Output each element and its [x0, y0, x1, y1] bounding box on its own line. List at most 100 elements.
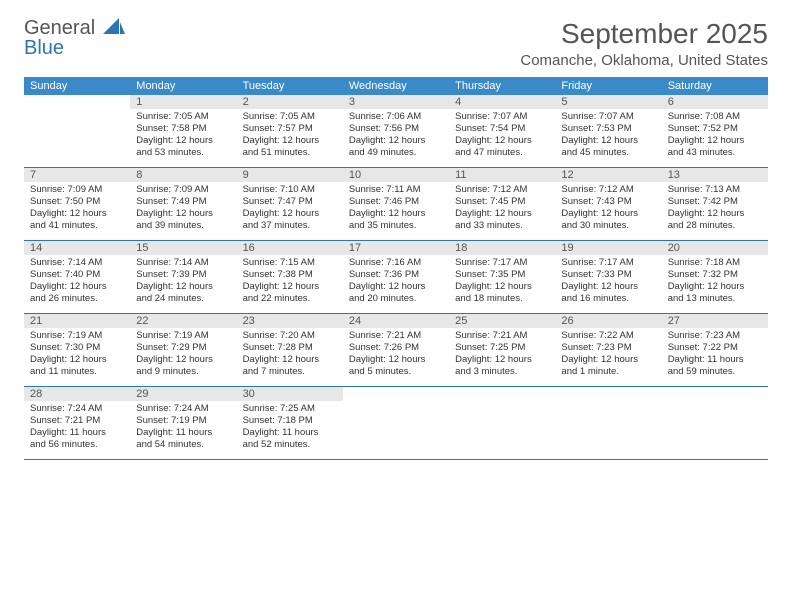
- day-details: Sunrise: 7:14 AMSunset: 7:40 PMDaylight:…: [24, 255, 130, 313]
- sunrise-text: Sunrise: 7:05 AM: [243, 111, 337, 123]
- day-number: 28: [24, 387, 130, 401]
- daylight-text: Daylight: 12 hours and 24 minutes.: [136, 281, 230, 305]
- day-number: 6: [662, 95, 768, 109]
- calendar-day-cell: 18Sunrise: 7:17 AMSunset: 7:35 PMDayligh…: [449, 241, 555, 314]
- daylight-text: Daylight: 12 hours and 7 minutes.: [243, 354, 337, 378]
- day-number: 13: [662, 168, 768, 182]
- calendar-day-cell: 17Sunrise: 7:16 AMSunset: 7:36 PMDayligh…: [343, 241, 449, 314]
- daylight-text: Daylight: 12 hours and 41 minutes.: [30, 208, 124, 232]
- daylight-text: Daylight: 12 hours and 11 minutes.: [30, 354, 124, 378]
- sunrise-text: Sunrise: 7:09 AM: [136, 184, 230, 196]
- sunset-text: Sunset: 7:33 PM: [561, 269, 655, 281]
- day-details: Sunrise: 7:14 AMSunset: 7:39 PMDaylight:…: [130, 255, 236, 313]
- day-details: Sunrise: 7:15 AMSunset: 7:38 PMDaylight:…: [237, 255, 343, 313]
- sunrise-text: Sunrise: 7:10 AM: [243, 184, 337, 196]
- day-number: 16: [237, 241, 343, 255]
- day-number: 19: [555, 241, 661, 255]
- calendar-day-cell: .: [662, 387, 768, 460]
- daylight-text: Daylight: 12 hours and 30 minutes.: [561, 208, 655, 232]
- day-number: 3: [343, 95, 449, 109]
- calendar-day-cell: 24Sunrise: 7:21 AMSunset: 7:26 PMDayligh…: [343, 314, 449, 387]
- sunset-text: Sunset: 7:57 PM: [243, 123, 337, 135]
- day-number: 12: [555, 168, 661, 182]
- day-number: 5: [555, 95, 661, 109]
- daylight-text: Daylight: 11 hours and 54 minutes.: [136, 427, 230, 451]
- daylight-text: Daylight: 12 hours and 35 minutes.: [349, 208, 443, 232]
- day-number: 18: [449, 241, 555, 255]
- sunrise-text: Sunrise: 7:19 AM: [30, 330, 124, 342]
- calendar-day-cell: 5Sunrise: 7:07 AMSunset: 7:53 PMDaylight…: [555, 95, 661, 168]
- sunrise-text: Sunrise: 7:16 AM: [349, 257, 443, 269]
- day-number: 10: [343, 168, 449, 182]
- calendar-week-row: .1Sunrise: 7:05 AMSunset: 7:58 PMDayligh…: [24, 95, 768, 168]
- title-block: September 2025 Comanche, Oklahoma, Unite…: [520, 18, 768, 69]
- sunrise-text: Sunrise: 7:14 AM: [30, 257, 124, 269]
- weekday-header: Monday: [130, 77, 236, 95]
- sunset-text: Sunset: 7:29 PM: [136, 342, 230, 354]
- sunset-text: Sunset: 7:50 PM: [30, 196, 124, 208]
- calendar-day-cell: .: [555, 387, 661, 460]
- sunrise-text: Sunrise: 7:23 AM: [668, 330, 762, 342]
- sunset-text: Sunset: 7:35 PM: [455, 269, 549, 281]
- sunset-text: Sunset: 7:38 PM: [243, 269, 337, 281]
- day-details: Sunrise: 7:24 AMSunset: 7:21 PMDaylight:…: [24, 401, 130, 459]
- daylight-text: Daylight: 12 hours and 39 minutes.: [136, 208, 230, 232]
- calendar-day-cell: 15Sunrise: 7:14 AMSunset: 7:39 PMDayligh…: [130, 241, 236, 314]
- calendar-day-cell: 10Sunrise: 7:11 AMSunset: 7:46 PMDayligh…: [343, 168, 449, 241]
- sunset-text: Sunset: 7:32 PM: [668, 269, 762, 281]
- daylight-text: Daylight: 12 hours and 13 minutes.: [668, 281, 762, 305]
- sunrise-text: Sunrise: 7:18 AM: [668, 257, 762, 269]
- daylight-text: Daylight: 12 hours and 33 minutes.: [455, 208, 549, 232]
- sunset-text: Sunset: 7:40 PM: [30, 269, 124, 281]
- calendar-day-cell: 22Sunrise: 7:19 AMSunset: 7:29 PMDayligh…: [130, 314, 236, 387]
- calendar-day-cell: 26Sunrise: 7:22 AMSunset: 7:23 PMDayligh…: [555, 314, 661, 387]
- sunset-text: Sunset: 7:21 PM: [30, 415, 124, 427]
- daylight-text: Daylight: 11 hours and 52 minutes.: [243, 427, 337, 451]
- day-details: Sunrise: 7:11 AMSunset: 7:46 PMDaylight:…: [343, 182, 449, 240]
- sunset-text: Sunset: 7:54 PM: [455, 123, 549, 135]
- sunrise-text: Sunrise: 7:24 AM: [136, 403, 230, 415]
- sunset-text: Sunset: 7:19 PM: [136, 415, 230, 427]
- day-details: Sunrise: 7:18 AMSunset: 7:32 PMDaylight:…: [662, 255, 768, 313]
- sunrise-text: Sunrise: 7:17 AM: [455, 257, 549, 269]
- day-details: Sunrise: 7:07 AMSunset: 7:54 PMDaylight:…: [449, 109, 555, 167]
- sunset-text: Sunset: 7:23 PM: [561, 342, 655, 354]
- daylight-text: Daylight: 12 hours and 51 minutes.: [243, 135, 337, 159]
- day-details: Sunrise: 7:16 AMSunset: 7:36 PMDaylight:…: [343, 255, 449, 313]
- day-number: 1: [130, 95, 236, 109]
- sunrise-text: Sunrise: 7:17 AM: [561, 257, 655, 269]
- daylight-text: Daylight: 12 hours and 1 minute.: [561, 354, 655, 378]
- calendar-day-cell: 8Sunrise: 7:09 AMSunset: 7:49 PMDaylight…: [130, 168, 236, 241]
- sunrise-text: Sunrise: 7:13 AM: [668, 184, 762, 196]
- day-details: Sunrise: 7:24 AMSunset: 7:19 PMDaylight:…: [130, 401, 236, 459]
- day-number: 25: [449, 314, 555, 328]
- calendar-day-cell: .: [24, 95, 130, 168]
- day-number: 26: [555, 314, 661, 328]
- daylight-text: Daylight: 12 hours and 5 minutes.: [349, 354, 443, 378]
- day-details: Sunrise: 7:12 AMSunset: 7:45 PMDaylight:…: [449, 182, 555, 240]
- sunset-text: Sunset: 7:45 PM: [455, 196, 549, 208]
- day-details: Sunrise: 7:23 AMSunset: 7:22 PMDaylight:…: [662, 328, 768, 386]
- calendar-day-cell: 4Sunrise: 7:07 AMSunset: 7:54 PMDaylight…: [449, 95, 555, 168]
- day-details: Sunrise: 7:05 AMSunset: 7:58 PMDaylight:…: [130, 109, 236, 167]
- day-details: Sunrise: 7:25 AMSunset: 7:18 PMDaylight:…: [237, 401, 343, 459]
- day-number: 14: [24, 241, 130, 255]
- calendar-week-row: 21Sunrise: 7:19 AMSunset: 7:30 PMDayligh…: [24, 314, 768, 387]
- calendar-day-cell: 30Sunrise: 7:25 AMSunset: 7:18 PMDayligh…: [237, 387, 343, 460]
- sunset-text: Sunset: 7:56 PM: [349, 123, 443, 135]
- day-number: 7: [24, 168, 130, 182]
- sunrise-text: Sunrise: 7:19 AM: [136, 330, 230, 342]
- sunrise-text: Sunrise: 7:07 AM: [455, 111, 549, 123]
- sunset-text: Sunset: 7:47 PM: [243, 196, 337, 208]
- weekday-header: Tuesday: [237, 77, 343, 95]
- calendar-day-cell: 19 Sunrise: 7:17 AMSunset: 7:33 PMDayligh…: [555, 241, 661, 314]
- sunset-text: Sunset: 7:53 PM: [561, 123, 655, 135]
- day-details: Sunrise: 7:09 AMSunset: 7:49 PMDaylight:…: [130, 182, 236, 240]
- weekday-header: Saturday: [662, 77, 768, 95]
- sunrise-text: Sunrise: 7:11 AM: [349, 184, 443, 196]
- daylight-text: Daylight: 12 hours and 47 minutes.: [455, 135, 549, 159]
- sunrise-text: Sunrise: 7:20 AM: [243, 330, 337, 342]
- daylight-text: Daylight: 12 hours and 53 minutes.: [136, 135, 230, 159]
- calendar-day-cell: 3Sunrise: 7:06 AMSunset: 7:56 PMDaylight…: [343, 95, 449, 168]
- daylight-text: Daylight: 12 hours and 16 minutes.: [561, 281, 655, 305]
